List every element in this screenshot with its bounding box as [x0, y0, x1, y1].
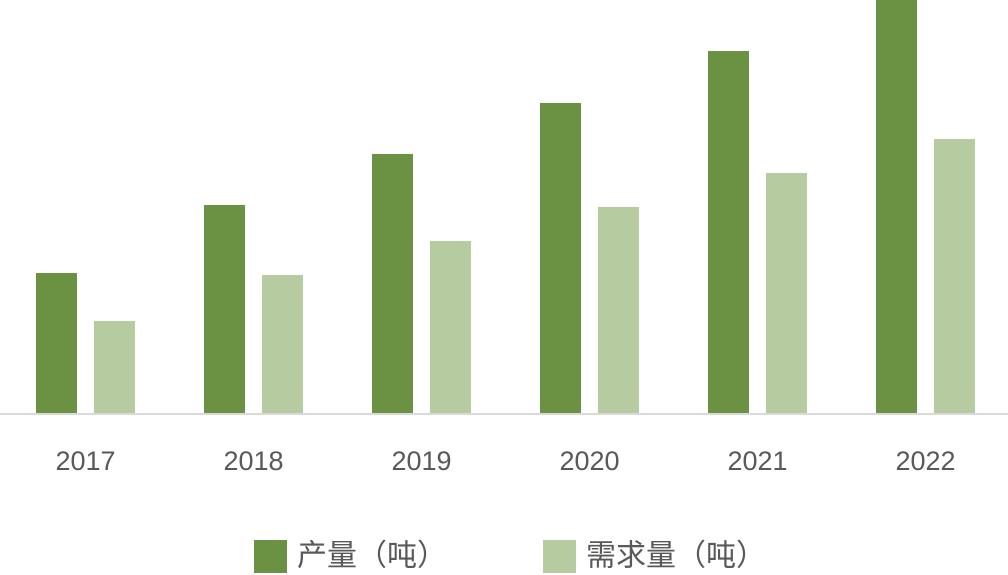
legend-swatch	[543, 540, 576, 573]
bar	[766, 173, 807, 413]
bar	[36, 273, 77, 413]
x-tick-label: 2019	[391, 446, 451, 476]
bar	[372, 154, 413, 413]
bar	[430, 241, 471, 413]
x-tick-label: 2022	[895, 446, 955, 476]
bar	[204, 205, 245, 413]
x-tick-label: 2017	[55, 446, 115, 476]
bar	[934, 139, 975, 413]
bar	[598, 207, 639, 413]
bar	[876, 0, 917, 413]
legend-label: 需求量（吨）	[586, 539, 766, 574]
bar	[94, 321, 135, 413]
bar	[540, 103, 581, 413]
x-tick-label: 2021	[727, 446, 787, 476]
bar	[708, 51, 749, 413]
bar	[262, 275, 303, 413]
legend-swatch	[254, 540, 287, 573]
legend-label: 产量（吨）	[297, 539, 447, 574]
x-tick-label: 2018	[223, 446, 283, 476]
x-tick-label: 2020	[559, 446, 619, 476]
